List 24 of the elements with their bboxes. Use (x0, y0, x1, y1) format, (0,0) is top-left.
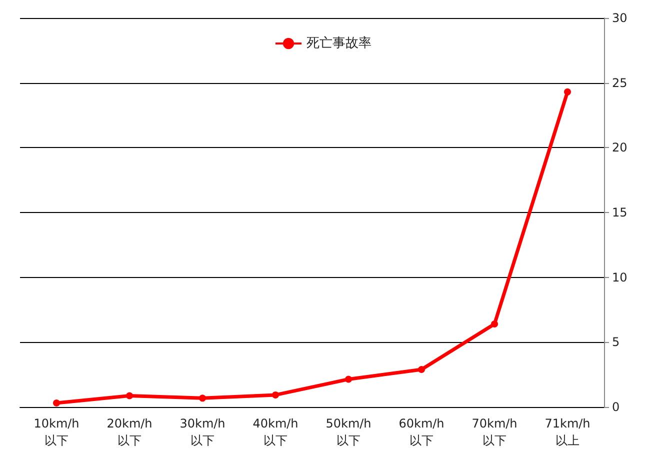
point (345, 376, 352, 383)
point (53, 399, 60, 406)
point (418, 366, 425, 374)
y-tick-label: 0 (612, 400, 620, 414)
y-tick-label: 15 (612, 206, 628, 220)
x-tick-label: 30km/h 以下 (180, 416, 226, 448)
point (199, 394, 206, 402)
point (272, 391, 279, 398)
x-tick-label: 40km/h 以下 (252, 416, 298, 448)
x-tick-label: 70km/h 以下 (472, 416, 518, 448)
point (126, 392, 133, 400)
x-tick-label: 10km/h 以下 (34, 416, 80, 448)
point (491, 320, 498, 328)
y-tick-label: 20 (612, 140, 628, 155)
point (564, 88, 571, 96)
y-tick-label: 10 (612, 270, 628, 284)
y-tick-label: 25 (612, 76, 628, 90)
y-tick-label: 5 (612, 335, 620, 350)
x-tick-label: 71km/h 以上 (544, 416, 590, 448)
legend-label: 死亡事故率 (306, 35, 372, 51)
x-tick-label: 60km/h 以下 (398, 416, 444, 448)
y-tick-label: 30 (612, 11, 628, 25)
x-tick-label: 50km/h 以下 (326, 416, 372, 448)
x-tick-label: 20km/h 以下 (106, 416, 152, 448)
